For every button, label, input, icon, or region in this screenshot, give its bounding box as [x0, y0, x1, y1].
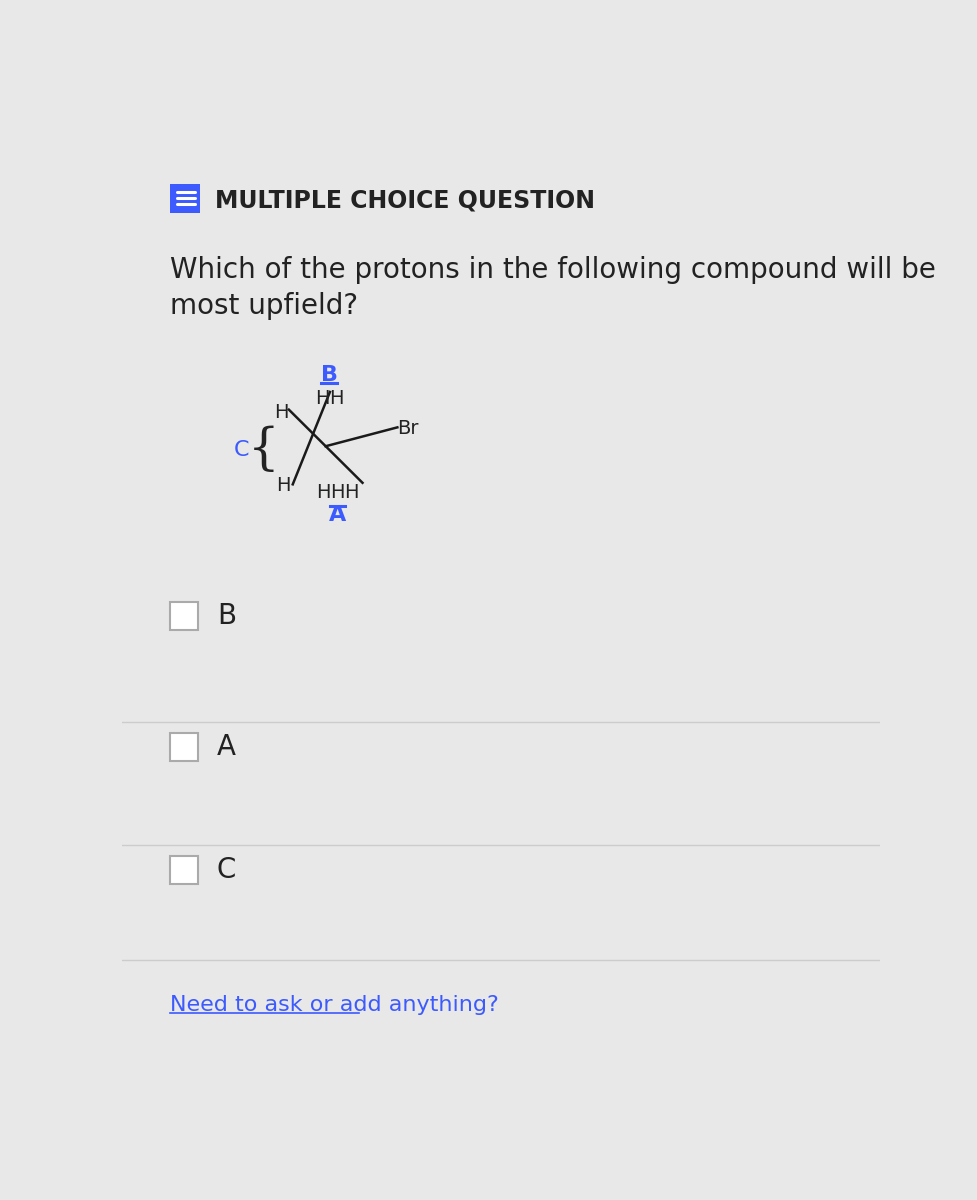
FancyBboxPatch shape	[170, 733, 198, 761]
Text: A: A	[328, 505, 346, 526]
Text: most upfield?: most upfield?	[170, 292, 358, 320]
Text: C: C	[217, 856, 235, 884]
Text: Br: Br	[397, 420, 418, 438]
Text: {: {	[247, 426, 278, 475]
Text: H: H	[328, 389, 343, 408]
Text: B: B	[217, 602, 235, 630]
Text: MULTIPLE CHOICE QUESTION: MULTIPLE CHOICE QUESTION	[215, 188, 595, 212]
Text: H: H	[317, 482, 330, 502]
FancyBboxPatch shape	[170, 184, 199, 214]
Text: H: H	[344, 482, 359, 502]
FancyBboxPatch shape	[170, 602, 198, 630]
Text: H: H	[315, 389, 329, 408]
Text: H: H	[330, 482, 345, 502]
FancyBboxPatch shape	[170, 857, 198, 884]
Text: A: A	[217, 733, 235, 761]
Text: Which of the protons in the following compound will be: Which of the protons in the following co…	[170, 256, 935, 283]
Text: B: B	[320, 365, 337, 385]
Text: H: H	[276, 476, 290, 496]
Text: Need to ask or add anything?: Need to ask or add anything?	[170, 995, 498, 1015]
Text: H: H	[274, 403, 288, 422]
Text: C: C	[234, 440, 249, 461]
